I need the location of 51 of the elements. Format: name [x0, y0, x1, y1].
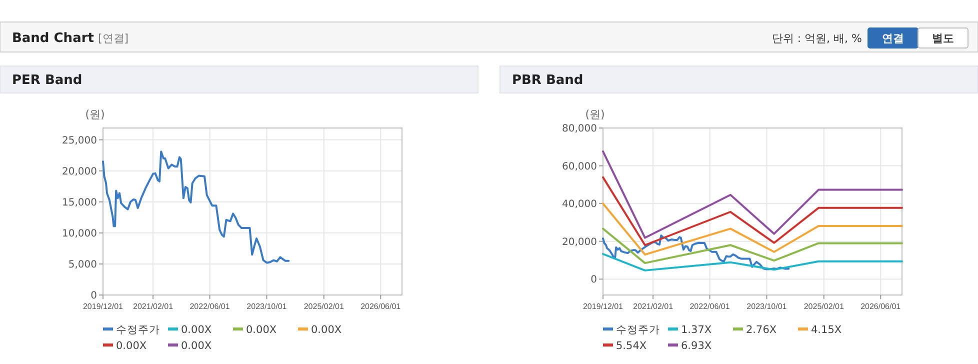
line-series — [602, 228, 903, 264]
chart-title: PER Band — [12, 73, 82, 88]
toggle-button: 연결 — [868, 28, 918, 48]
text: Band Chart — [12, 31, 94, 46]
legend-label: 5.54X — [616, 340, 647, 352]
line-series — [102, 150, 290, 264]
x-tick-label: 2019/12/01 — [82, 302, 124, 311]
x-tick-label: 2023/10/01 — [746, 302, 788, 311]
y-tick-label: 20,000 — [562, 236, 597, 248]
x-tick-label: 2022/06/01 — [190, 302, 230, 311]
y-tick-label: 0 — [590, 274, 597, 286]
text: 단위 : 억원, 배, % — [772, 32, 862, 45]
toggle-button: 별도 — [918, 28, 968, 48]
x-tick-label: 2021/02/01 — [633, 302, 674, 311]
legend-label: 0.00X — [311, 324, 342, 336]
x-tick-label: 2021/02/01 — [133, 302, 174, 311]
x-tick-label: 2023/10/01 — [246, 302, 288, 311]
x-tick-label: 2022/06/01 — [690, 302, 730, 311]
legend-label: 4.15X — [811, 324, 842, 336]
legend-label: 1.37X — [681, 324, 712, 336]
legend-label: 6.93X — [681, 340, 712, 352]
legend-label: 수정주가 — [116, 324, 160, 336]
y-tick-label: 25,000 — [62, 135, 97, 146]
line-series — [602, 202, 903, 256]
y-tick-label: 40,000 — [562, 199, 597, 210]
line-series — [602, 234, 790, 270]
x-tick-label: 2019/12/01 — [582, 302, 624, 311]
legend-label: 2.76X — [746, 324, 777, 336]
legend-label: 수정주가 — [616, 324, 660, 336]
y-axis-title: (원) — [585, 108, 605, 121]
x-tick-label: 2026/06/01 — [360, 302, 402, 311]
line-series — [602, 176, 903, 246]
chart-title: PBR Band — [512, 73, 584, 88]
y-tick-label: 80,000 — [562, 124, 597, 134]
x-tick-label: 2025/02/01 — [804, 302, 844, 311]
legend-label: 0.00X — [116, 340, 147, 352]
legend-label: 0.00X — [181, 324, 212, 336]
y-tick-label: 60,000 — [562, 161, 597, 172]
y-tick-label: 5,000 — [68, 259, 97, 270]
line-series — [602, 150, 903, 239]
y-tick-label: 20,000 — [62, 166, 97, 178]
y-tick-label: 10,000 — [62, 228, 97, 240]
legend-label: 0.00X — [181, 340, 212, 352]
y-tick-label: 0 — [90, 290, 97, 302]
y-axis-title: (원) — [85, 108, 105, 121]
line-series — [602, 253, 903, 272]
text: [연결] — [98, 32, 129, 45]
y-tick-label: 15,000 — [62, 197, 97, 208]
x-tick-label: 2026/06/01 — [860, 302, 902, 311]
legend-label: 0.00X — [246, 324, 277, 336]
x-tick-label: 2025/02/01 — [304, 302, 344, 311]
